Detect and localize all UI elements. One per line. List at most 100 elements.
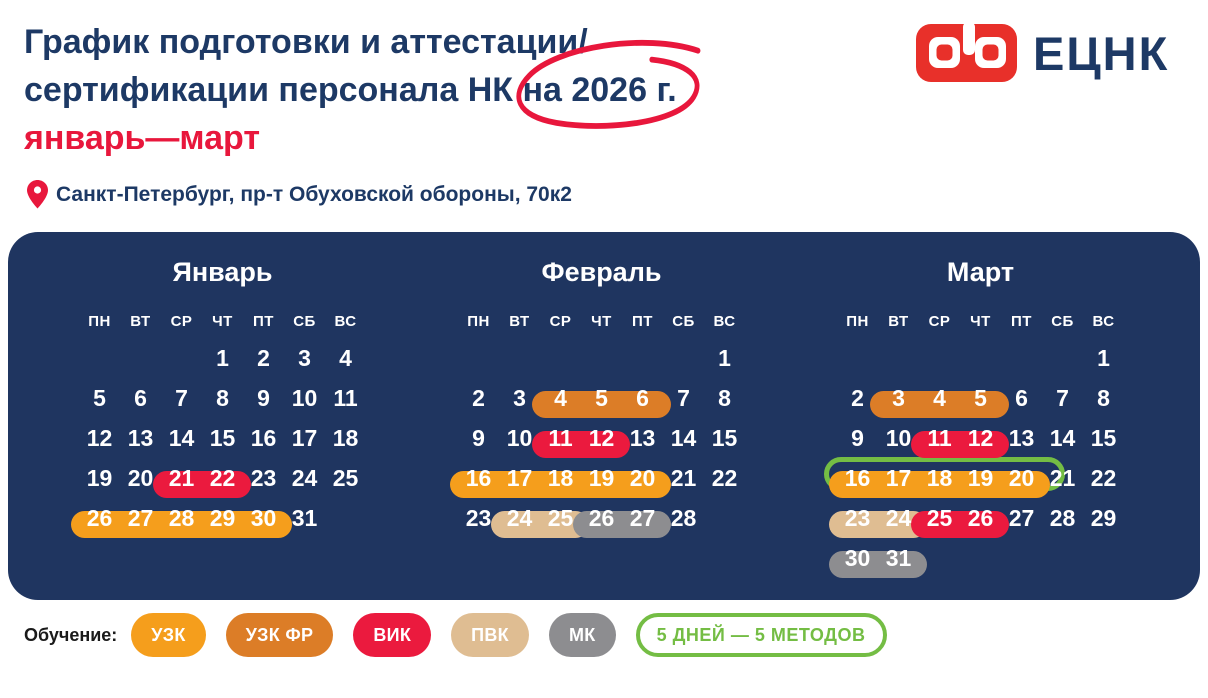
day-cell: 15 bbox=[711, 424, 738, 451]
day-cell: 28 bbox=[670, 504, 697, 531]
day-cell: 26 bbox=[967, 504, 994, 531]
day-cell: 6 bbox=[134, 384, 147, 411]
day-cell: 31 bbox=[291, 504, 318, 531]
weekday-label: ЧТ bbox=[970, 312, 991, 330]
day-cell: 6 bbox=[1015, 384, 1028, 411]
weekday-label: СБ bbox=[293, 312, 316, 330]
day-cell: 5 bbox=[93, 384, 106, 411]
day-cell: 14 bbox=[670, 424, 697, 451]
event-pill-uzk bbox=[450, 471, 671, 498]
day-cell: 11 bbox=[927, 424, 952, 451]
legend-item-pvk: ПВК bbox=[451, 613, 529, 657]
empty-cell bbox=[1042, 338, 1083, 378]
weekday-header: ПН ВТ СР ЧТ ПТ СБ ВС bbox=[837, 304, 1124, 338]
day-cell: 8 bbox=[718, 384, 731, 411]
day-cell: 12 bbox=[967, 424, 994, 451]
event-pill-vik bbox=[911, 511, 1009, 538]
day-cell: 11 bbox=[333, 384, 358, 411]
month-title: Февраль bbox=[541, 257, 662, 287]
day-cell: 18 bbox=[332, 424, 359, 451]
weekday-label: СР bbox=[928, 312, 951, 330]
empty-cell bbox=[161, 338, 202, 378]
weekday-label: ВТ bbox=[888, 312, 909, 330]
day-cell: 18 bbox=[547, 464, 574, 491]
day-cell: 22 bbox=[711, 464, 738, 491]
day-cell: 28 bbox=[168, 504, 195, 531]
weekday-label: ВС bbox=[334, 312, 357, 330]
empty-cell bbox=[919, 338, 960, 378]
day-cell: 8 bbox=[1097, 384, 1110, 411]
day-cell: 3 bbox=[892, 384, 905, 411]
day-cell: 13 bbox=[1008, 424, 1035, 451]
empty-cell bbox=[622, 338, 663, 378]
day-cell: 27 bbox=[629, 504, 656, 531]
weekday-label: СР bbox=[170, 312, 193, 330]
weekday-label: ПН bbox=[467, 312, 490, 330]
day-cell: 22 bbox=[1090, 464, 1117, 491]
legend-item-vik: ВИК bbox=[353, 613, 432, 657]
legend-items: УЗК УЗК ФР ВИК ПВК МК 5 ДНЕЙ — 5 МЕТОДОВ bbox=[131, 613, 887, 657]
title-line-2-text: сертификации персонала НК bbox=[24, 71, 523, 109]
day-cell: 15 bbox=[1090, 424, 1117, 451]
months-row: Январь ПН ВТ СР ЧТ ПТ СБ ВС 1 2 3 4 5 6 7 8 9 10 11 12 13 14 1… bbox=[8, 232, 1200, 578]
day-cell: 30 bbox=[250, 504, 277, 531]
event-pill-vik bbox=[911, 431, 1009, 458]
weekday-label: СБ bbox=[672, 312, 695, 330]
day-cell: 25 bbox=[332, 464, 359, 491]
day-cell: 20 bbox=[1008, 464, 1035, 491]
empty-cell bbox=[1001, 338, 1042, 378]
empty-cell bbox=[499, 338, 540, 378]
event-pill-mk bbox=[829, 551, 927, 578]
empty-cell bbox=[960, 338, 1001, 378]
day-cell: 10 bbox=[885, 424, 912, 451]
day-cell: 8 bbox=[216, 384, 229, 411]
weekday-header: ПН ВТ СР ЧТ ПТ СБ ВС bbox=[79, 304, 366, 338]
day-cell: 23 bbox=[465, 504, 492, 531]
day-cell: 7 bbox=[175, 384, 188, 411]
weekday-label: ПН bbox=[846, 312, 869, 330]
empty-cell bbox=[79, 338, 120, 378]
day-cell: 13 bbox=[629, 424, 656, 451]
event-pill-vik bbox=[532, 431, 630, 458]
day-cell: 24 bbox=[506, 504, 533, 531]
day-cell: 4 bbox=[339, 344, 352, 371]
day-cell: 12 bbox=[86, 424, 113, 451]
weekday-label: ПТ bbox=[632, 312, 653, 330]
title-line-1: График подготовки и аттестации/ bbox=[24, 23, 588, 61]
weekday-header: ПН ВТ СР ЧТ ПТ СБ ВС bbox=[458, 304, 745, 338]
day-cell: 6 bbox=[636, 384, 649, 411]
day-cell: 30 bbox=[844, 544, 871, 571]
day-cell: 16 bbox=[250, 424, 277, 451]
day-cell: 15 bbox=[209, 424, 236, 451]
day-cell: 10 bbox=[506, 424, 533, 451]
event-pill-mk bbox=[573, 511, 671, 538]
day-cell: 26 bbox=[86, 504, 113, 531]
brand-logo-text: ЕЦНК bbox=[1033, 26, 1170, 80]
empty-cell bbox=[663, 338, 704, 378]
empty-cell bbox=[878, 338, 919, 378]
day-cell: 2 bbox=[472, 384, 485, 411]
weekday-label: СБ bbox=[1051, 312, 1074, 330]
month-title: Март bbox=[946, 257, 1015, 287]
day-cell: 9 bbox=[257, 384, 270, 411]
month-3: Март ПН ВТ СР ЧТ ПТ СБ ВС 1 2 3 4 5 6 7 8 9 10 11 12 13 14 15 1… bbox=[824, 254, 1124, 578]
day-cell: 5 bbox=[595, 384, 608, 411]
title-line-2: сертификации персонала НК на 2026 г. bbox=[24, 40, 701, 129]
weekday-label: ЧТ bbox=[212, 312, 233, 330]
day-cell: 17 bbox=[291, 424, 318, 451]
month-grid: 1 2 3 4 5 6 7 8 9 10 11 12 13 14 15 16 17 18 19 20 21 22 23 24 2… bbox=[450, 338, 745, 538]
empty-cell bbox=[837, 338, 878, 378]
day-cell: 22 bbox=[209, 464, 236, 491]
day-cell: 4 bbox=[554, 384, 567, 411]
day-cells: 1 2 3 4 5 6 7 8 9 10 11 12 13 14 15 16 17 18 19 20 21 22 23 24 2… bbox=[79, 338, 366, 538]
month-grid: 1 2 3 4 5 6 7 8 9 10 11 12 13 14 15 16 17 18 19 20 21 22 23 24 2… bbox=[71, 338, 366, 538]
day-cell: 19 bbox=[86, 464, 113, 491]
event-pill-pvk bbox=[829, 511, 927, 538]
day-cell: 25 bbox=[547, 504, 574, 531]
day-cell: 21 bbox=[670, 464, 697, 491]
legend-item-outline: 5 ДНЕЙ — 5 МЕТОДОВ bbox=[635, 613, 887, 657]
day-cell: 18 bbox=[926, 464, 953, 491]
event-pill-uzk bbox=[71, 511, 292, 538]
day-cell: 23 bbox=[844, 504, 871, 531]
